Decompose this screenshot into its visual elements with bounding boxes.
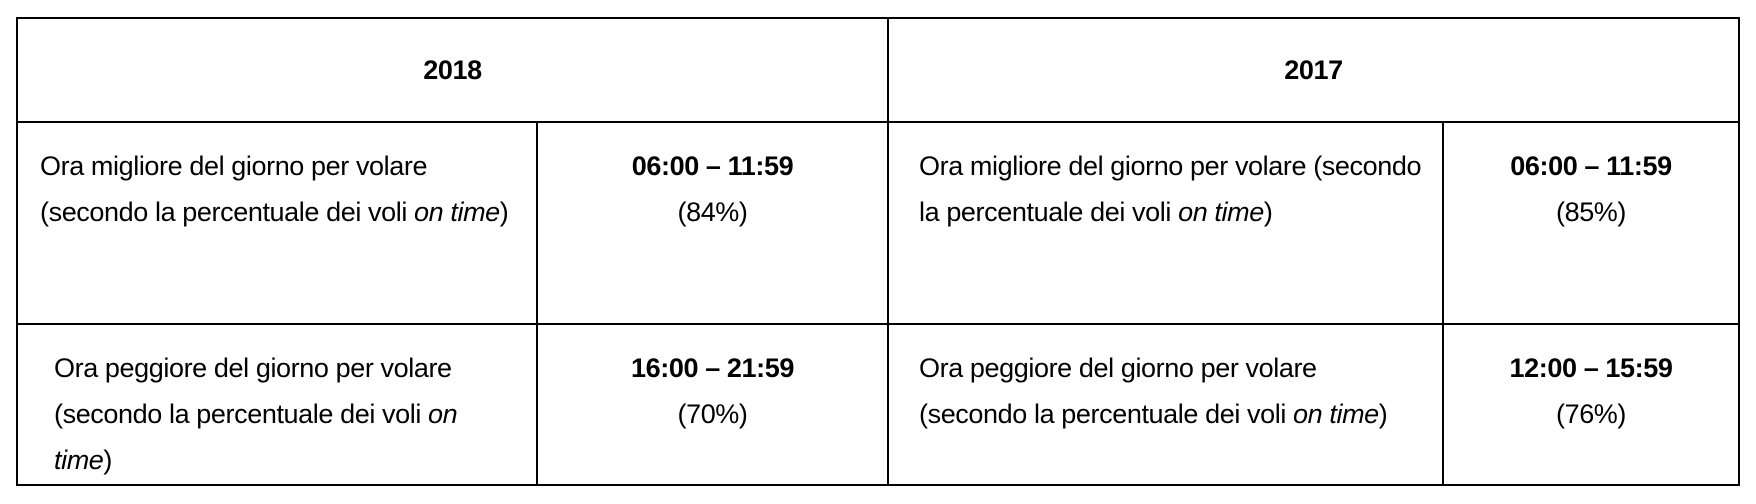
label-italic: on time xyxy=(1178,197,1264,227)
label-suffix: ) xyxy=(1378,399,1388,429)
time-range: 16:00 – 21:59 xyxy=(631,353,794,383)
label-text: Ora migliore del giorno per volare (seco… xyxy=(40,151,428,227)
percentage: (70%) xyxy=(677,399,748,429)
percentage: (85%) xyxy=(1555,197,1627,227)
row-label: Ora peggiore del giorno per volare (seco… xyxy=(16,323,538,486)
label-suffix: ) xyxy=(499,197,509,227)
time-range: 12:00 – 15:59 xyxy=(1509,353,1673,383)
value-2017: 12:00 – 15:59 (76%) xyxy=(1442,323,1740,486)
value-2018: 16:00 – 21:59 (70%) xyxy=(536,323,889,486)
label-suffix: ) xyxy=(1263,197,1273,227)
time-range: 06:00 – 11:59 xyxy=(1510,151,1672,181)
row-label: Ora migliore del giorno per volare (seco… xyxy=(16,121,538,325)
row-label: Ora migliore del giorno per volare (seco… xyxy=(887,121,1444,325)
label-text: Ora peggiore del giorno per volare (seco… xyxy=(919,353,1317,429)
header-row: 2018 2017 xyxy=(16,17,1740,123)
header-2018: 2018 xyxy=(16,17,889,123)
label-suffix: ) xyxy=(103,445,113,475)
row-label: Ora peggiore del giorno per volare (seco… xyxy=(887,323,1444,486)
label-italic: on time xyxy=(414,197,500,227)
percentage: (84%) xyxy=(677,197,748,227)
table-row: Ora peggiore del giorno per volare (seco… xyxy=(16,323,1740,486)
label-italic: on time xyxy=(54,399,458,475)
header-2017: 2017 xyxy=(887,17,1740,123)
label-text: Ora peggiore del giorno per volare (seco… xyxy=(54,353,452,429)
value-2018: 06:00 – 11:59 (84%) xyxy=(536,121,889,325)
time-range: 06:00 – 11:59 xyxy=(631,151,794,181)
percentage: (76%) xyxy=(1555,399,1627,429)
label-italic: on time xyxy=(1293,399,1379,429)
label-text: Ora migliore del giorno per volare (seco… xyxy=(919,151,1422,227)
comparison-table: 2018 2017 Ora migliore del giorno per vo… xyxy=(16,17,1740,486)
value-2017: 06:00 – 11:59 (85%) xyxy=(1442,121,1740,325)
table-row: Ora migliore del giorno per volare (seco… xyxy=(16,121,1740,325)
